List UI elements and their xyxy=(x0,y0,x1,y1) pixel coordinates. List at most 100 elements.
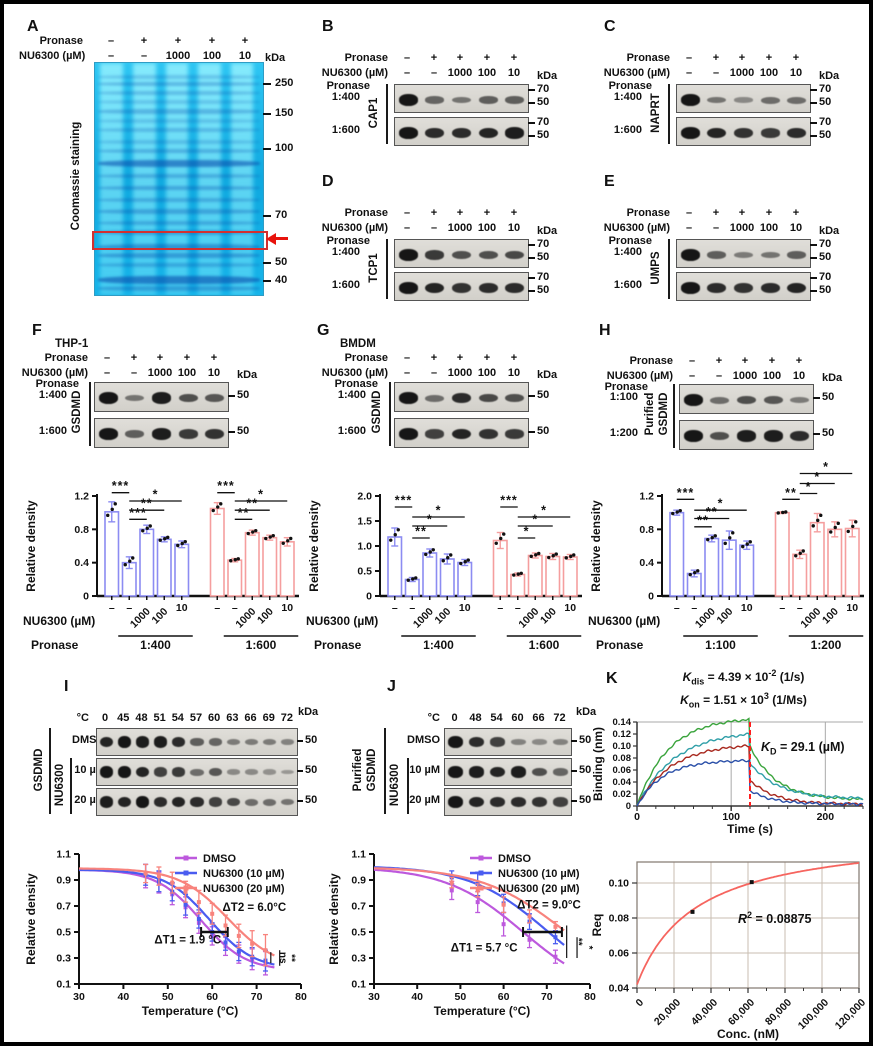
marker-kda-label: 100 xyxy=(275,141,294,154)
x-tick-label: 40 xyxy=(118,991,130,1003)
header-value: – xyxy=(430,367,438,379)
data-point xyxy=(233,558,237,562)
data-point xyxy=(183,889,188,894)
group-label: 1:600 xyxy=(529,638,560,652)
pronase-side-label: Pronase xyxy=(608,235,652,247)
blot-band xyxy=(787,251,807,259)
data-point xyxy=(271,533,275,538)
x-tick-label: 70 xyxy=(541,991,553,1003)
marker-tick xyxy=(528,277,535,279)
blot-band xyxy=(733,97,754,103)
y-tick-label: 0 xyxy=(648,591,654,603)
dilution-label: 1:100 xyxy=(609,391,638,403)
blot-band xyxy=(117,736,131,748)
kd-annotation-part: K xyxy=(761,740,771,754)
data-point xyxy=(819,513,823,518)
y-tick-label: 0.8 xyxy=(639,524,654,536)
protein-bracket xyxy=(389,382,391,446)
sig-stars: ** xyxy=(415,525,427,539)
x-row1-label: NU6300 (µM) xyxy=(306,614,378,628)
dilution-label: 1:400 xyxy=(613,245,642,258)
y-tick-label: 0 xyxy=(83,591,89,603)
data-point xyxy=(731,531,735,535)
sig-stars: *** xyxy=(677,486,695,500)
bar xyxy=(262,536,278,597)
header-value: 10 xyxy=(507,367,521,379)
blot-band xyxy=(505,127,525,139)
data-point xyxy=(776,511,780,515)
pronase-side-label: Pronase xyxy=(334,378,378,390)
bar xyxy=(510,573,526,597)
blot-band xyxy=(447,796,464,808)
kon-annotation: Kon = 1.51 × 103 (1/Ms) xyxy=(631,691,856,709)
data-point xyxy=(501,922,506,927)
header-value: 100 xyxy=(759,67,779,79)
sig-stars: * xyxy=(541,504,547,518)
x-row2-label: Pronase xyxy=(31,638,79,652)
marker-kda-label: 70 xyxy=(537,238,550,250)
dilution-label: 1:600 xyxy=(38,425,67,437)
data-point xyxy=(428,550,432,554)
header-value: + xyxy=(715,355,723,367)
blot-band xyxy=(425,96,445,104)
sig-stars: * xyxy=(427,513,433,527)
blot-band xyxy=(531,797,548,807)
data-point xyxy=(110,507,114,512)
dilution-label: 1:400 xyxy=(331,245,360,258)
header-value: + xyxy=(456,207,464,219)
protein-bracket xyxy=(384,728,386,814)
data-point xyxy=(286,539,290,543)
blot-band xyxy=(790,430,810,442)
header-value: 100 xyxy=(762,370,782,382)
kdis-annotation-part: -2 xyxy=(768,668,777,678)
header-value: + xyxy=(510,352,518,364)
header-row-label: NU6300 (µM) xyxy=(321,67,388,79)
blot-band xyxy=(281,798,295,806)
data-point xyxy=(564,556,568,560)
panel-label: K xyxy=(606,670,618,687)
blot-image xyxy=(679,420,814,450)
data-point xyxy=(236,949,241,954)
panel-label: G xyxy=(317,322,330,339)
blot-image xyxy=(444,788,572,816)
delta-t2-label: ΔT2 = 6.0°C xyxy=(223,902,287,914)
blot-band xyxy=(505,96,525,104)
data-point xyxy=(414,576,418,580)
blot-band xyxy=(172,767,186,777)
blot-image xyxy=(94,382,229,412)
temperature-value: 48 xyxy=(135,712,148,724)
gel-band xyxy=(98,262,260,267)
data-point xyxy=(393,533,397,537)
marker-tick xyxy=(810,89,817,91)
blot-band xyxy=(531,767,548,777)
header-value: + xyxy=(456,52,464,64)
marker-tick xyxy=(571,770,577,772)
blot-band xyxy=(680,249,700,261)
marker-kda-label: 70 xyxy=(819,238,832,250)
blot-band xyxy=(531,739,548,745)
marker-tick xyxy=(528,244,535,246)
bli-sensorgram-chart: 00.020.040.060.080.100.120.14 0 100 200 Time… xyxy=(591,717,864,836)
panel-label: D xyxy=(322,173,334,190)
blot-band xyxy=(98,428,118,440)
header-value: + xyxy=(741,355,749,367)
kda-label: kDa xyxy=(537,369,558,381)
cell-line-label: THP-1 xyxy=(55,338,89,350)
blot-image xyxy=(676,272,811,301)
fit-curve xyxy=(79,867,275,957)
protein-label: TCP1 xyxy=(368,253,380,283)
blot-band xyxy=(208,738,222,746)
x-tick-label: 80,000 xyxy=(763,997,794,1028)
kon-annotation-part: (1/Ms) xyxy=(768,693,807,707)
header-value: – xyxy=(712,67,720,79)
blot-band xyxy=(552,739,569,745)
marker-kda-label: 50 xyxy=(579,734,592,746)
marker-kda-label: 50 xyxy=(275,255,288,268)
blot-image xyxy=(444,728,572,756)
x-tick-label: 0 xyxy=(634,997,647,1010)
blot-band xyxy=(451,96,472,104)
marker-kda-label: 50 xyxy=(237,425,250,437)
bar xyxy=(562,556,578,597)
header-row-label: Pronase xyxy=(44,352,88,364)
gel-band xyxy=(98,185,260,190)
